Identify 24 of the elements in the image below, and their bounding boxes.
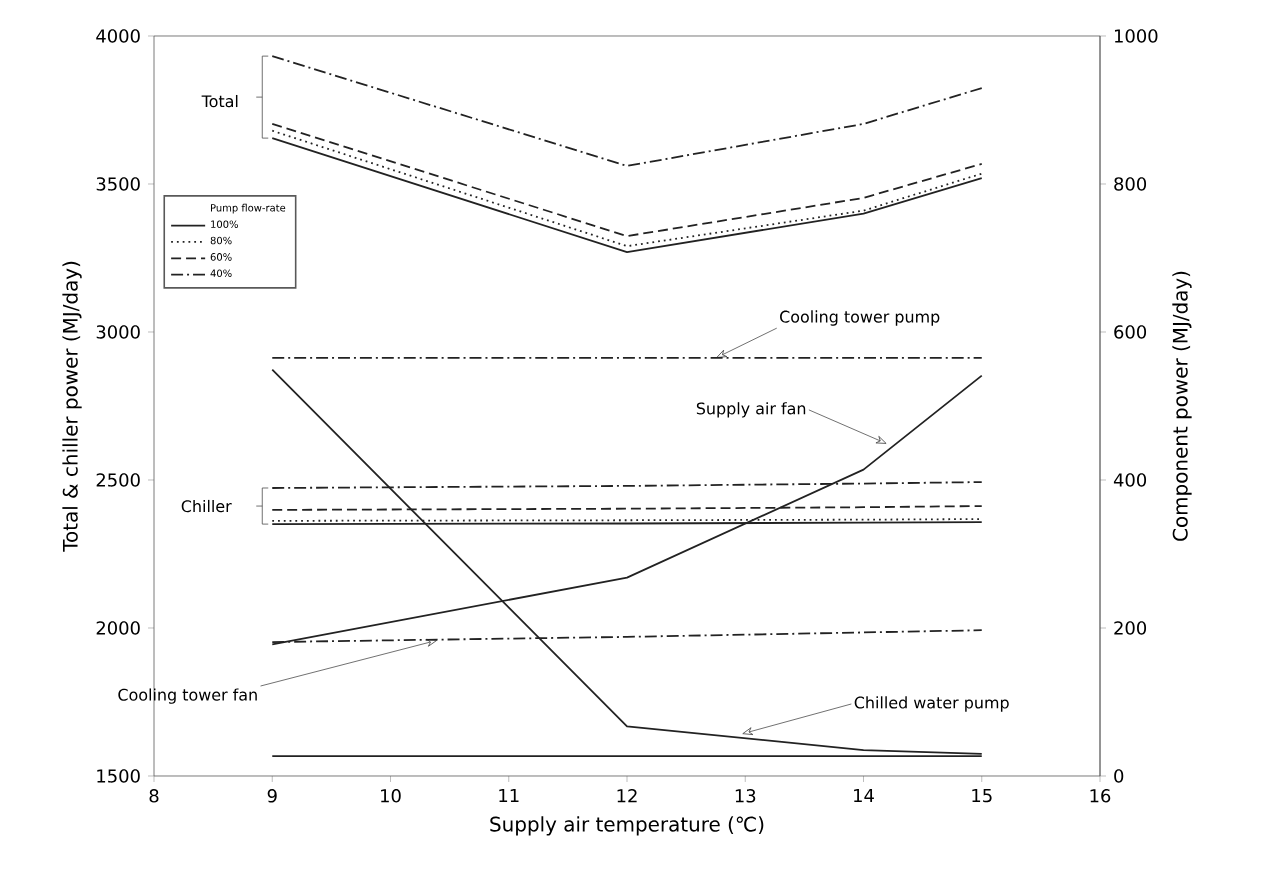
y2-tick-label: 400 <box>1113 473 1147 487</box>
x-tick-label: 8 <box>149 789 159 803</box>
x-tick-label: 9 <box>267 789 277 803</box>
x-tick-label: 10 <box>381 789 401 803</box>
x-tick-label: 11 <box>499 789 519 803</box>
x-axis-title: Supply air temperature (℃) <box>490 816 764 836</box>
y2-tick-label: 200 <box>1114 621 1147 635</box>
x-tick-label: 16 <box>1090 789 1111 803</box>
y-tick-label: 3500 <box>96 177 140 191</box>
y2-axis-title: Component power (MJ/day) <box>1172 271 1192 541</box>
x-tick-label: 14 <box>854 789 874 803</box>
y-axis-title: Total & chiller power (MJ/day) <box>62 261 82 552</box>
x-tick-label: 15 <box>972 789 992 803</box>
y-tick-label: 2500 <box>96 473 140 487</box>
y-tick-label: 2000 <box>96 621 140 635</box>
y-tick-label: 3000 <box>96 325 140 339</box>
y2-tick-label: 0 <box>1114 769 1124 783</box>
y-tick-label: 1500 <box>97 769 140 783</box>
y-tick-label: 4000 <box>96 29 140 43</box>
y2-tick-label: 1000 <box>1114 29 1158 43</box>
y2-tick-label: 600 <box>1114 325 1147 339</box>
x-tick-label: 13 <box>735 789 756 803</box>
y2-tick-label: 800 <box>1114 177 1147 191</box>
x-tick-label: 12 <box>617 789 637 803</box>
